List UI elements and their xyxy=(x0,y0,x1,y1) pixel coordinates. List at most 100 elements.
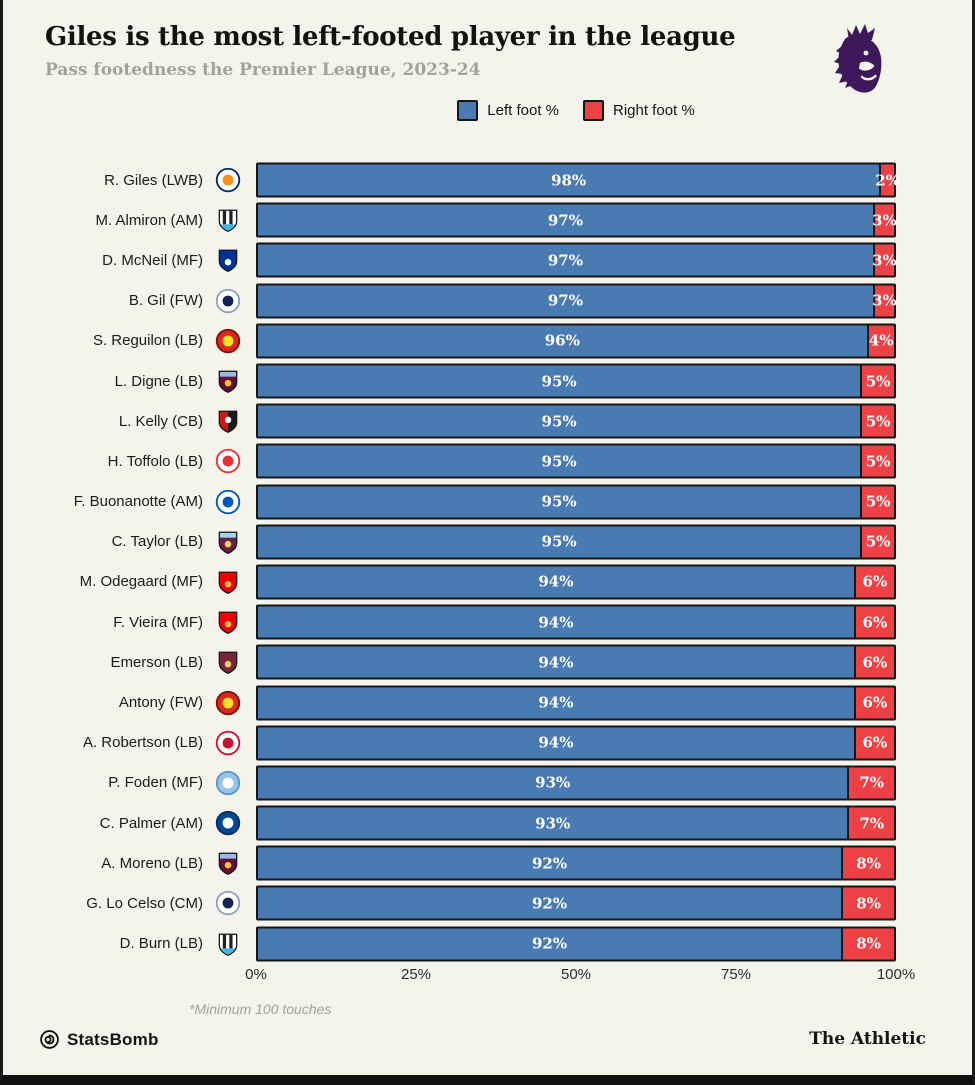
left-foot-bar-segment: 94% xyxy=(258,727,856,759)
left-foot-bar-segment: 98% xyxy=(258,164,882,196)
left-foot-bar-segment: 95% xyxy=(258,445,863,477)
player-label: C. Palmer (AM) xyxy=(99,814,203,832)
right-foot-value-label: 8% xyxy=(856,894,881,913)
left-foot-bar-segment: 92% xyxy=(258,928,844,960)
right-foot-bar-segment: 6% xyxy=(855,566,894,598)
player-label: B. Gil (FW) xyxy=(128,292,203,310)
bar-track: 95% 5% xyxy=(256,524,896,560)
right-foot-value-label: 2% xyxy=(875,171,900,190)
chart-row: Antony (FW) 94% 6% xyxy=(3,682,972,722)
premier-league-lion-icon xyxy=(834,24,882,93)
team-badge-luton-town-icon xyxy=(215,167,241,193)
right-foot-bar-segment: 3% xyxy=(872,285,897,317)
right-foot-bar-segment: 6% xyxy=(855,727,894,759)
x-axis-tick: 0% xyxy=(245,966,267,983)
bar-track: 92% 8% xyxy=(256,926,896,962)
chart-row: F. Buonanotte (AM) 95% 5% xyxy=(3,482,972,522)
x-axis-tick: 50% xyxy=(560,966,592,983)
x-axis-tick: 75% xyxy=(720,966,752,983)
player-label: R. Giles (LWB) xyxy=(104,171,203,189)
bar-track: 94% 6% xyxy=(256,685,896,721)
team-badge-west-ham-united-icon xyxy=(215,649,241,675)
right-foot-bar-segment: 6% xyxy=(855,687,894,719)
bar-track: 94% 6% xyxy=(256,725,896,761)
left-foot-bar-segment: 92% xyxy=(258,887,844,919)
left-foot-bar-segment: 95% xyxy=(258,486,863,518)
left-foot-value-label: 95% xyxy=(541,532,577,551)
right-foot-value-label: 4% xyxy=(868,331,894,350)
chart-row: F. Vieira (MF) 94% 6% xyxy=(3,602,972,642)
team-badge-liverpool-icon xyxy=(215,730,241,756)
player-label: Antony (FW) xyxy=(118,694,203,712)
left-foot-bar-segment: 92% xyxy=(258,847,844,879)
left-foot-value-label: 92% xyxy=(531,854,568,873)
left-foot-value-label: 95% xyxy=(541,452,577,471)
bar-track: 97% 3% xyxy=(256,202,897,238)
right-foot-bar-segment: 8% xyxy=(843,887,894,919)
player-label: L. Digne (LB) xyxy=(114,372,203,390)
left-foot-value-label: 93% xyxy=(535,773,571,792)
team-badge-manchester-united-icon xyxy=(215,690,241,716)
team-badge-arsenal-icon xyxy=(215,609,241,635)
left-foot-bar-segment: 95% xyxy=(258,526,863,558)
player-label: F. Buonanotte (AM) xyxy=(73,493,203,511)
right-foot-value-label: 6% xyxy=(862,653,888,672)
team-badge-tottenham-hotspur-icon xyxy=(215,890,241,916)
right-foot-value-label: 5% xyxy=(865,412,891,431)
legend-item: Left foot % xyxy=(457,100,559,121)
chart-row: L. Kelly (CB) 95% 5% xyxy=(3,401,972,441)
player-label: D. Burn (LB) xyxy=(119,935,203,953)
right-foot-bar-segment: 3% xyxy=(872,204,897,236)
x-axis-tick: 100% xyxy=(876,966,916,983)
bar-track: 95% 5% xyxy=(256,403,896,439)
team-badge-manchester-united-icon xyxy=(215,328,241,354)
legend-item: Right foot % xyxy=(583,100,695,121)
left-foot-value-label: 96% xyxy=(544,331,580,350)
bar-track: 94% 6% xyxy=(256,564,896,600)
right-foot-bar-segment: 5% xyxy=(862,526,894,558)
left-foot-value-label: 97% xyxy=(547,291,584,310)
player-label: D. McNeil (MF) xyxy=(102,251,203,269)
team-badge-tottenham-hotspur-icon xyxy=(215,288,241,314)
bar-track: 94% 6% xyxy=(256,604,896,640)
right-foot-bar-segment: 5% xyxy=(862,445,894,477)
right-foot-value-label: 8% xyxy=(856,934,881,953)
legend-swatch-icon xyxy=(457,100,479,121)
statsbomb-spiral-icon xyxy=(40,1030,59,1049)
player-label: P. Foden (MF) xyxy=(108,774,203,792)
bar-track: 93% 7% xyxy=(256,805,896,841)
page-subtitle: Pass footedness the Premier League, 2023… xyxy=(45,60,481,80)
bar-track: 92% 8% xyxy=(256,885,896,921)
player-label: S. Reguilon (LB) xyxy=(92,332,203,350)
right-foot-value-label: 3% xyxy=(872,251,897,270)
right-foot-value-label: 7% xyxy=(859,773,885,792)
chart-row: D. Burn (LB) 92% 8% xyxy=(3,924,972,964)
team-badge-bournemouth-icon xyxy=(215,408,241,434)
left-foot-bar-segment: 94% xyxy=(258,566,856,598)
left-foot-value-label: 92% xyxy=(531,934,568,953)
chart-row: M. Odegaard (MF) 94% 6% xyxy=(3,562,972,602)
right-foot-bar-segment: 8% xyxy=(843,928,894,960)
player-label: M. Odegaard (MF) xyxy=(79,573,203,591)
left-foot-bar-segment: 94% xyxy=(258,646,856,678)
right-foot-bar-segment: 7% xyxy=(849,767,894,799)
left-foot-bar-segment: 97% xyxy=(258,285,875,317)
page-title: Giles is the most left-footed player in … xyxy=(45,22,736,52)
right-foot-bar-segment: 7% xyxy=(849,807,894,839)
player-label: F. Vieira (MF) xyxy=(113,613,203,631)
right-foot-bar-segment: 8% xyxy=(843,847,894,879)
chart-row: D. McNeil (MF) 97% 3% xyxy=(3,240,972,280)
right-foot-value-label: 8% xyxy=(856,854,881,873)
left-foot-bar-segment: 93% xyxy=(258,767,850,799)
team-badge-everton-icon xyxy=(215,247,241,273)
right-foot-value-label: 6% xyxy=(862,613,888,632)
left-foot-bar-segment: 95% xyxy=(258,365,863,397)
right-foot-value-label: 3% xyxy=(872,211,897,230)
right-foot-bar-segment: 5% xyxy=(862,486,894,518)
right-foot-bar-segment: 6% xyxy=(855,646,894,678)
team-badge-aston-villa-icon xyxy=(215,368,241,394)
team-badge-manchester-city-icon xyxy=(215,770,241,796)
chart-row: C. Palmer (AM) 93% 7% xyxy=(3,803,972,843)
player-label: L. Kelly (CB) xyxy=(118,412,203,430)
